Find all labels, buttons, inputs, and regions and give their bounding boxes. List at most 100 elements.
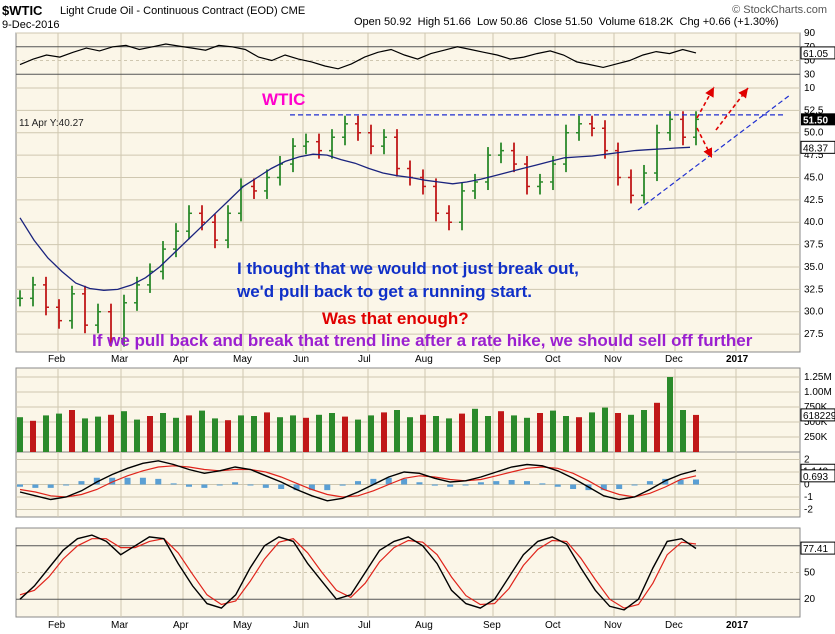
volume-bar [693,414,699,452]
macd-hist-bar [339,484,346,486]
x-label-8: Oct [545,354,561,365]
volume-bar [381,412,387,452]
volume-bar [420,414,426,452]
macd-signal-line [19,465,697,498]
vol-last-box [800,408,835,422]
price-close-box [801,113,835,126]
macd-hist-bar [155,478,162,485]
volume-bar [680,410,686,452]
annotation-line-3: Was that enough? [322,309,469,328]
rsi-last-label: 61.05 [803,49,828,60]
price-tick-7: 45.0 [804,172,824,183]
volume-bar [186,415,192,452]
stoch-k-line [19,534,697,611]
annotation-wtic: WTIC [262,90,306,109]
price-tick-4: 37.5 [804,240,824,251]
macd-line [19,460,697,502]
x-label-bottom-2: Apr [173,620,189,631]
annotation-line-4: If we pull back and break that trend lin… [92,331,753,350]
volume-bar [290,415,296,452]
volume-bar [394,410,400,452]
macd-label-box-1 [800,469,835,483]
x-label-bottom-7: Sep [483,620,501,631]
macd-hist-bar [570,484,577,489]
macd-hist-bar [78,481,85,485]
macd-hist-bar [247,484,254,486]
macd-hist-bar [355,481,361,485]
volume-bar [589,412,595,452]
macd-label-1: 0.693 [803,472,828,483]
volume-bar [355,419,361,452]
price-tick-0: 27.5 [804,329,824,340]
projection-arrow-1 [696,86,715,119]
macd-tick-4: -2 [804,505,813,516]
price-tick-9: 50.0 [804,128,824,139]
volume-bar [407,417,413,452]
annotation-line-2: we'd pull back to get a running start. [237,282,532,301]
x-label-0: Feb [48,354,66,365]
macd-hist-bar [201,484,208,488]
macd-hist-bar [493,481,500,485]
macd-hist-bar [431,484,438,486]
volume-bar [225,420,231,452]
macd-hist-bar [477,482,484,485]
volume-bar [550,410,556,452]
rsi-tick-4: 10 [804,83,816,94]
volume-bar [485,416,491,452]
volume-bar [69,410,75,452]
x-label-2: Apr [173,354,189,365]
macd-hist-bar [554,484,561,487]
price-tick-8: 47.5 [804,150,824,161]
x-label-10: Dec [665,354,683,365]
macd-hist-bar [232,482,239,485]
macd-hist-bar [508,480,515,485]
volume-bar [43,415,49,452]
projection-arrow-2 [715,87,749,131]
volume-bar [537,413,543,452]
macd-hist-bar [524,481,530,485]
price-tick-5: 40.0 [804,217,824,228]
volume-bar [173,417,179,452]
macd-hist-bar [47,484,54,488]
price-close-label: 51.50 [803,115,828,126]
projection-arrow-3 [696,127,713,159]
x-label-11: 2017 [726,354,749,365]
volume-bar [342,416,348,452]
price-tick-3: 35.0 [804,262,824,273]
macd-hist-bar [324,484,331,491]
x-label-bottom-11: 2017 [726,620,749,631]
rsi-line [19,43,697,70]
x-label-7: Sep [483,354,501,365]
macd-hist-bar [32,484,39,488]
x-label-bottom-9: Nov [604,620,622,631]
hover-readout: 11 Apr Y:40.27 [19,118,84,129]
macd-hist-bar [93,477,100,485]
rsi-tick-2: 50 [804,56,816,67]
volume-bar [303,417,309,452]
sto-last-label: 77.41 [803,544,828,555]
volume-bar [56,413,62,452]
sto-tick-2: 20 [804,594,816,605]
volume-bar [511,415,517,452]
macd-hist-bar [385,477,392,485]
header-date: 9-Dec-2016 [2,19,60,31]
volume-bar [628,414,634,452]
macd-hist-bar [539,483,546,485]
volume-bar [147,416,153,452]
volume-bar [446,418,452,452]
volume-bar [524,417,530,452]
macd-hist-bar [278,484,285,489]
volume-bar [160,413,166,452]
macd-tick-0: 2 [804,455,810,466]
volume-bar [264,412,270,452]
vol-tick-3: 500K [804,417,828,428]
brand-logo: © StockCharts.com [732,4,827,16]
macd-tick-3: -1 [804,492,813,503]
x-label-3: May [233,354,252,365]
vol-tick-2: 750K [804,402,828,413]
macd-hist-bar [646,481,653,485]
volume-bar [121,411,127,452]
macd-hist-bar [124,477,131,485]
macd-hist-bar [109,477,116,485]
